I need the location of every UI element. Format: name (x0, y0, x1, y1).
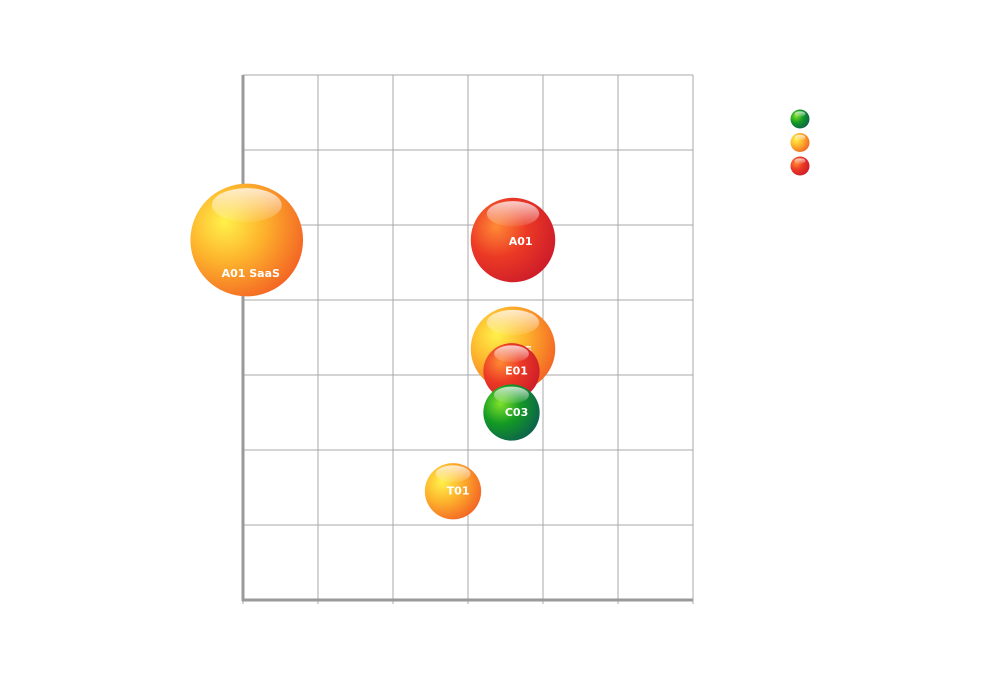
bubble-a01-saas[interactable]: A01 SaaS (190, 183, 304, 297)
bubble-highlight (494, 345, 529, 363)
bubble-label: C03 (505, 406, 528, 419)
bubble-series: A01 SaaSA01P05E01C03T01 (190, 183, 556, 520)
bubble-label: E01 (505, 365, 528, 378)
bubble-label: T01 (447, 485, 470, 498)
bubble-highlight (211, 188, 282, 222)
legend-swatch-highlight (794, 158, 806, 164)
legend (790, 109, 810, 176)
bubble-e01[interactable]: E01 (483, 343, 540, 400)
bubble-c03[interactable]: C03 (483, 384, 540, 441)
bubble-label: A01 (509, 235, 533, 248)
plot-axes (241, 75, 693, 602)
legend-swatch-highlight (794, 111, 806, 117)
bubble-highlight (486, 309, 540, 336)
bubble-label: A01 SaaS (222, 267, 280, 280)
plot-grid (242, 74, 694, 604)
bubble-highlight (486, 201, 540, 227)
legend-swatch-highlight (794, 134, 806, 141)
bubble-a01[interactable]: A01 (470, 197, 556, 283)
bubble-highlight (435, 465, 471, 483)
bubble-t01[interactable]: T01 (424, 463, 482, 520)
bubble-highlight (494, 386, 529, 404)
